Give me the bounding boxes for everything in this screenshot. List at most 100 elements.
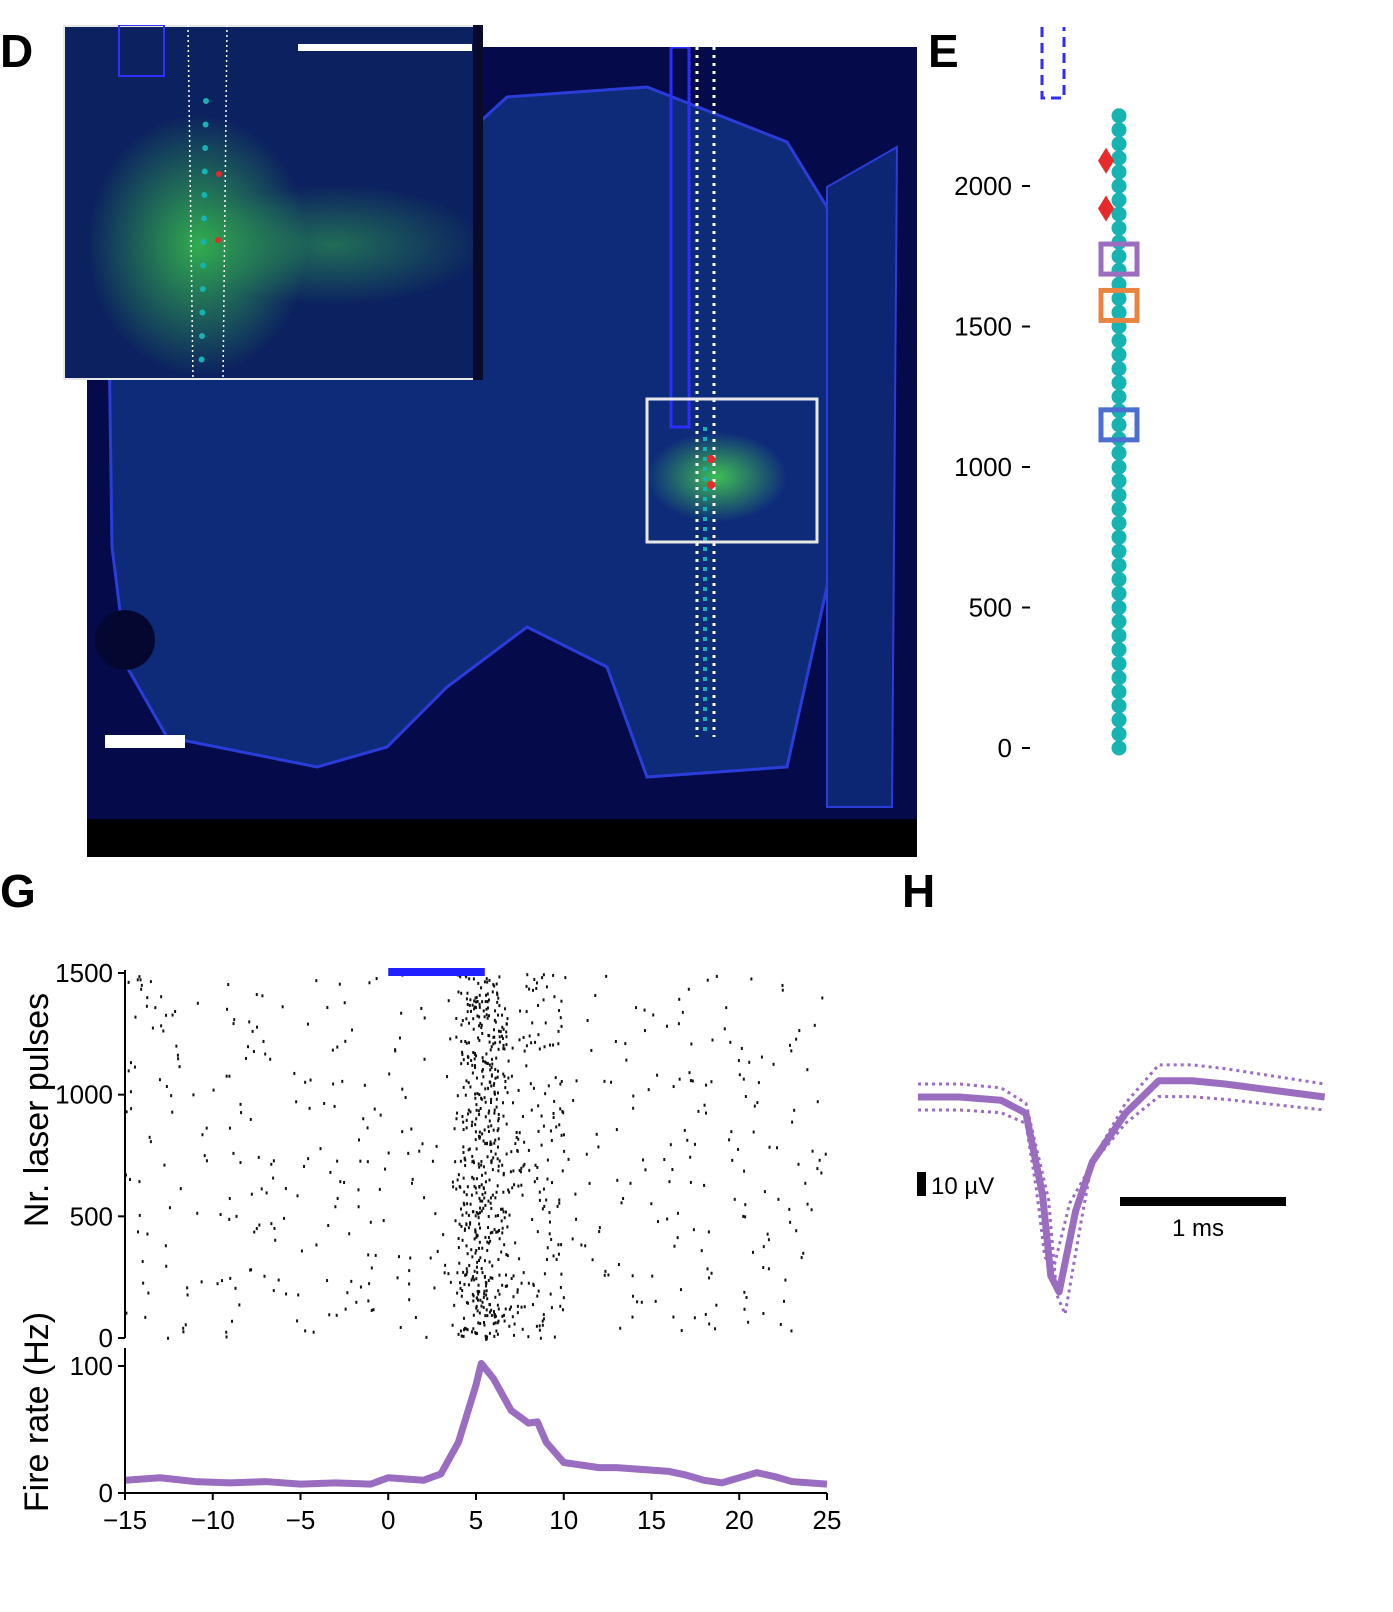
spike-mark	[494, 1214, 497, 1218]
spike-mark	[502, 1171, 505, 1175]
spike-mark	[575, 1079, 578, 1083]
spike-mark	[372, 1308, 375, 1312]
spike-mark	[537, 1289, 540, 1293]
spike-mark	[490, 1308, 493, 1312]
spike-mark	[471, 1276, 474, 1280]
spike-mark	[574, 1192, 577, 1196]
spike-mark	[475, 1117, 478, 1121]
spike-mark	[657, 1220, 660, 1224]
unit-box-orange	[1098, 287, 1140, 323]
spike-mark	[265, 1191, 268, 1195]
rate-xtick-label: 5	[469, 1505, 483, 1535]
spike-mark	[494, 1067, 497, 1071]
spike-mark	[399, 1325, 402, 1329]
spike-mark	[489, 1201, 492, 1205]
spike-mark	[486, 1016, 489, 1020]
spike-mark	[515, 1135, 518, 1139]
spike-mark	[469, 1085, 472, 1089]
spike-mark	[560, 1243, 563, 1247]
spike-mark	[534, 1040, 537, 1044]
spike-mark	[474, 1230, 477, 1234]
spike-mark	[485, 1281, 488, 1285]
spike-mark	[465, 1126, 468, 1130]
spike-mark	[186, 1286, 189, 1290]
inset-probe-outline	[118, 25, 165, 77]
spike-mark	[548, 1211, 551, 1215]
spike-mark	[795, 1037, 798, 1041]
spike-mark	[474, 1331, 477, 1335]
spike-mark	[462, 1316, 465, 1320]
spike-mark	[518, 1257, 521, 1261]
spike-mark	[598, 1226, 601, 1230]
spike-mark	[760, 1055, 763, 1059]
channel-dot	[1111, 234, 1127, 250]
spike-mark	[319, 1147, 322, 1151]
spike-mark	[490, 1084, 493, 1088]
spike-mark	[456, 1271, 459, 1275]
channel-dot	[1111, 290, 1127, 306]
spike-mark	[552, 1111, 555, 1115]
spike-mark	[795, 1229, 798, 1233]
spike-mark	[711, 1038, 714, 1042]
rate-ytick-label: 0	[99, 1478, 113, 1508]
spike-mark	[505, 1035, 508, 1039]
spike-mark	[472, 1027, 475, 1031]
spike-mark	[455, 1035, 458, 1039]
spike-mark	[562, 1133, 565, 1137]
spike-mark	[459, 1185, 462, 1189]
spike-mark	[484, 1115, 487, 1119]
spike-mark	[475, 1147, 478, 1151]
spike-mark	[466, 1003, 469, 1007]
spike-mark	[678, 997, 681, 1001]
spike-mark	[357, 1205, 360, 1209]
spike-mark	[466, 1328, 469, 1332]
spike-mark	[494, 1076, 497, 1080]
spike-mark	[558, 1198, 561, 1202]
spike-mark	[494, 1196, 497, 1200]
spike-mark	[472, 977, 475, 981]
spike-mark	[480, 1082, 483, 1086]
spike-mark	[229, 1276, 232, 1280]
spike-mark	[494, 1020, 497, 1024]
rate-xtick-label: −15	[103, 1505, 147, 1535]
red-unit-marker	[707, 455, 715, 463]
spike-mark	[484, 1334, 487, 1338]
inset-channel-line-right	[222, 25, 228, 380]
spike-mark	[806, 1202, 809, 1206]
spike-mark	[537, 1104, 540, 1108]
spike-mark	[341, 1079, 344, 1083]
spike-mark	[548, 1232, 551, 1236]
spike-mark	[489, 1303, 492, 1307]
spike-mark	[502, 1313, 505, 1317]
spike-mark	[538, 1324, 541, 1328]
panel-letter-g: G	[0, 865, 36, 917]
spike-mark	[802, 1251, 805, 1255]
spike-mark	[462, 1128, 465, 1132]
spike-mark	[495, 1329, 498, 1333]
spike-mark	[545, 1198, 548, 1202]
spike-mark	[147, 1291, 150, 1295]
spike-mark	[165, 1085, 168, 1089]
spike-mark	[493, 1108, 496, 1112]
spike-mark	[762, 1312, 765, 1316]
spike-mark	[480, 1026, 483, 1030]
spike-mark	[543, 1272, 546, 1276]
spike-mark	[327, 1223, 330, 1227]
spike-mark	[546, 1177, 549, 1181]
spike-mark	[502, 1047, 505, 1051]
spike-mark	[476, 1260, 479, 1264]
spike-mark	[487, 1125, 490, 1129]
spike-mark	[510, 1150, 513, 1154]
spike-mark	[533, 977, 536, 981]
spike-mark	[378, 1187, 381, 1191]
spike-mark	[467, 1081, 470, 1085]
spike-mark	[541, 1323, 544, 1327]
spike-mark	[725, 1006, 728, 1010]
spike-mark	[499, 1030, 502, 1034]
spike-mark	[456, 1094, 459, 1098]
spike-mark	[689, 1155, 692, 1159]
spike-mark	[492, 1156, 495, 1160]
spike-mark	[231, 1319, 234, 1323]
spike-mark	[477, 1212, 480, 1216]
spike-mark	[336, 1159, 339, 1163]
